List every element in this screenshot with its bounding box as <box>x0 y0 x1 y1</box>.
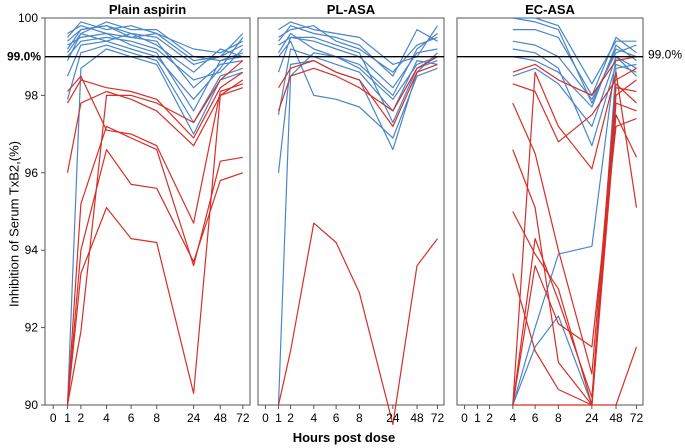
y-tick-label: 92 <box>25 321 39 335</box>
y-tick-label: 98 <box>25 88 39 102</box>
blue-series-line-2 <box>512 40 637 100</box>
x-tick-label: 48 <box>609 411 623 425</box>
x-tick-label: 72 <box>236 411 250 425</box>
x-tick-label: 1 <box>474 411 481 425</box>
blue-series-line-6 <box>512 48 637 147</box>
red-series-line-11 <box>66 71 244 139</box>
y-tick-label: 90 <box>25 398 39 412</box>
x-tick-label: 4 <box>310 411 317 425</box>
blue-series-line-0 <box>278 25 438 77</box>
plot-frame <box>456 17 644 406</box>
x-tick-label: 0 <box>461 411 468 425</box>
x-tick-label: 2 <box>287 411 294 425</box>
y-axis: 90 92 94 96 98 100 99.0% 99.0% <box>7 11 682 412</box>
x-tick-label: 8 <box>356 411 363 425</box>
x-tick-label: 4 <box>509 411 516 425</box>
red-series-line-16 <box>66 87 243 406</box>
red-series-line-12 <box>66 79 244 173</box>
x-tick-label: 72 <box>630 411 644 425</box>
red-series-line-12 <box>277 222 438 425</box>
x-tick-label: 0 <box>262 411 269 425</box>
red-series-line-17 <box>512 149 638 406</box>
panel-title: Plain aspirin <box>109 2 186 17</box>
panel-title: PL-ASA <box>327 2 376 17</box>
y-tick-label: 94 <box>25 243 39 257</box>
blue-series-line-9 <box>278 36 438 124</box>
red-series-line-15 <box>512 71 638 406</box>
blue-series-line-3 <box>512 44 637 108</box>
red-series-line-17 <box>66 60 244 406</box>
x-tick-label: 24 <box>187 411 201 425</box>
x-tick-label: 8 <box>555 411 562 425</box>
x-tick-label: 24 <box>386 411 400 425</box>
x-tick-label: 0 <box>50 411 57 425</box>
x-tick-label: 72 <box>431 411 445 425</box>
blue-series-line-2 <box>277 36 438 89</box>
blue-series-line-8 <box>67 32 243 73</box>
blue-series-line-0 <box>512 17 637 85</box>
red-series-line-15 <box>66 149 243 406</box>
x-tick-label: 2 <box>486 411 493 425</box>
blue-series-line-5 <box>512 17 637 104</box>
red-series-line-12 <box>512 102 637 406</box>
x-tick-label: 6 <box>532 411 539 425</box>
blue-series-line-6 <box>67 32 243 112</box>
y-tick-label: 100 <box>18 11 38 25</box>
blue-series-line-2 <box>66 21 243 62</box>
blue-series-line-7 <box>512 63 637 406</box>
red-series-line-10 <box>277 59 438 128</box>
y-tick-label: 96 <box>25 166 39 180</box>
blue-series-line-4 <box>512 56 637 128</box>
reference-label-right: 99.0% <box>648 48 682 62</box>
y-axis-label: Inhibition of Serum TxB2,(%) <box>6 141 21 307</box>
red-series-line-11 <box>512 87 637 375</box>
red-series-line-9 <box>512 56 637 97</box>
x-tick-label: 48 <box>214 411 228 425</box>
blue-series-line-5 <box>66 37 244 100</box>
x-tick-label: 1 <box>64 411 71 425</box>
blue-series-line-9 <box>66 48 243 406</box>
x-tick-label: 4 <box>103 411 110 425</box>
x-tick-label: 1 <box>275 411 282 425</box>
blue-series-line-5 <box>278 25 438 73</box>
red-series-line-11 <box>277 56 438 112</box>
red-series-line-10 <box>512 67 637 143</box>
x-axis-label: Hours post dose <box>293 430 396 445</box>
reference-label-left: 99.0% <box>7 50 41 64</box>
x-tick-label: 24 <box>585 411 599 425</box>
red-series-line-14 <box>66 125 243 406</box>
panel-title: EC-ASA <box>525 2 575 17</box>
blue-series-line-7 <box>278 40 438 139</box>
x-tick-label: 2 <box>78 411 85 425</box>
red-series-line-18 <box>512 83 637 406</box>
red-series-line-13 <box>67 75 243 224</box>
red-series-line-13 <box>512 118 637 406</box>
red-series-line-16 <box>512 114 638 406</box>
x-tick-label: 6 <box>333 411 340 425</box>
x-tick-label: 6 <box>128 411 135 425</box>
x-tick-label: 8 <box>153 411 160 425</box>
x-tick-label: 48 <box>410 411 424 425</box>
